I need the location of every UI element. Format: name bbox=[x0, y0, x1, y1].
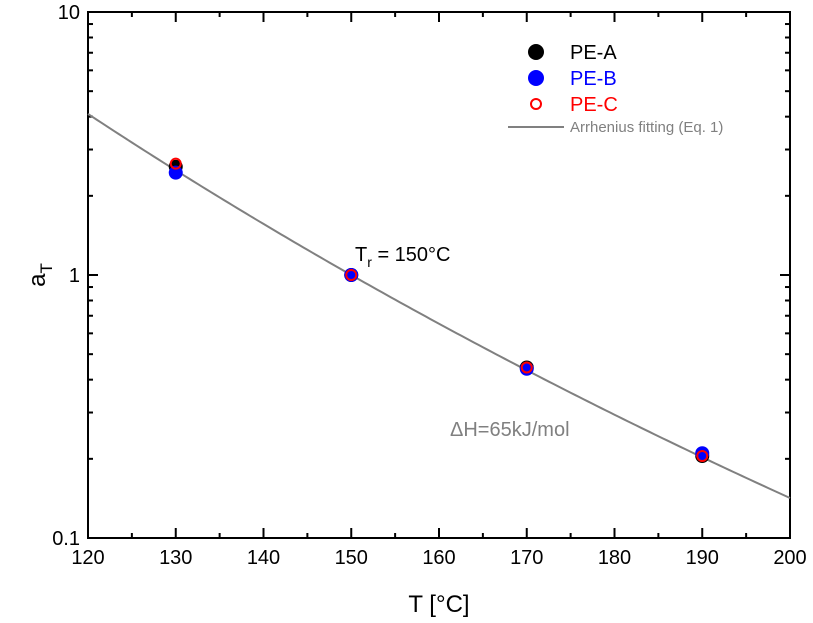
legend-label-fit: Arrhenius fitting (Eq. 1) bbox=[570, 119, 723, 136]
pe-c-point bbox=[345, 269, 358, 281]
y-tick-label: 1 bbox=[69, 265, 80, 287]
legend-marker-pe-c bbox=[530, 98, 542, 110]
x-tick-label: 200 bbox=[773, 547, 806, 569]
x-tick-label: 130 bbox=[159, 547, 192, 569]
tr-rest: = 150°C bbox=[372, 244, 451, 266]
x-tick-label: 180 bbox=[598, 547, 631, 569]
x-tick-label: 140 bbox=[247, 547, 280, 569]
data-points bbox=[168, 157, 710, 464]
pe-c-point bbox=[520, 361, 533, 374]
y-axis-title-sub: T bbox=[37, 263, 56, 273]
x-tick-labels: 120 130 140 150 160 170 180 190 200 bbox=[71, 547, 806, 569]
legend-label-pe-a: PE-A bbox=[570, 42, 617, 64]
legend-label-pe-b: PE-B bbox=[570, 68, 617, 90]
x-tick-label: 160 bbox=[422, 547, 455, 569]
pe-b-point bbox=[168, 165, 183, 180]
arrhenius-fit-line bbox=[87, 113, 791, 499]
y-tick-label: 0.1 bbox=[52, 528, 80, 550]
x-tick-label: 190 bbox=[686, 547, 719, 569]
reference-temperature-annotation: Tr = 150°C bbox=[355, 244, 451, 270]
plot-frame bbox=[87, 11, 791, 539]
legend-marker-pe-b bbox=[528, 70, 544, 86]
x-tick-label: 120 bbox=[71, 547, 104, 569]
y-axis-title: aT bbox=[24, 263, 56, 287]
pe-c-point bbox=[169, 157, 182, 170]
tr-sub: r bbox=[367, 254, 372, 270]
activation-energy-annotation: ΔH=65kJ/mol bbox=[450, 419, 570, 441]
y-axis-title-main: a bbox=[24, 273, 51, 287]
legend-marker-pe-a bbox=[528, 44, 544, 60]
y-tick-labels: 0.1 1 10 bbox=[52, 2, 80, 550]
y-tick-label: 10 bbox=[58, 2, 80, 24]
x-tick-label: 150 bbox=[335, 547, 368, 569]
legend-label-pe-c: PE-C bbox=[570, 94, 618, 116]
legend: PE-A PE-B PE-C Arrhenius fitting (Eq. 1) bbox=[508, 42, 723, 136]
ticks bbox=[87, 11, 791, 539]
x-axis-title: T [°C] bbox=[408, 591, 469, 618]
pe-c-point bbox=[696, 450, 709, 463]
pe-b-point bbox=[695, 446, 710, 461]
tr-main: T bbox=[355, 244, 367, 266]
x-tick-label: 170 bbox=[510, 547, 543, 569]
